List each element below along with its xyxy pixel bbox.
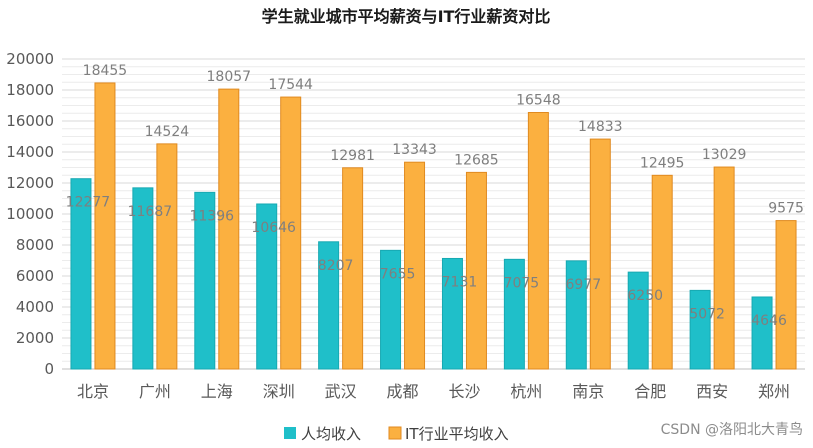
data-label-it-income: 9575 xyxy=(768,201,804,217)
data-label-per-capita-income: 6250 xyxy=(627,288,663,304)
legend-label-per-capita-income: 人均收入 xyxy=(301,425,361,443)
data-label-per-capita-income: 4646 xyxy=(751,313,787,329)
chart-title: 学生就业城市平均薪资与IT行业薪资对比 xyxy=(262,7,551,26)
data-label-per-capita-income: 7075 xyxy=(504,275,540,291)
legend: 人均收入 IT行业平均收入 xyxy=(284,425,509,443)
bar-it-income xyxy=(342,167,364,370)
data-label-it-income: 12981 xyxy=(330,148,375,164)
bar-per-capita-income xyxy=(627,271,649,370)
y-tick-label: 2000 xyxy=(16,329,54,347)
data-label-it-income: 17544 xyxy=(268,77,313,93)
x-category-label: 西安 xyxy=(696,382,728,401)
y-tick-label: 14000 xyxy=(6,143,54,161)
x-category-label: 合肥 xyxy=(634,382,666,401)
data-label-per-capita-income: 11396 xyxy=(190,208,235,224)
x-axis-categories: 北京 广州 上海 深圳 武汉 成都 长沙 杭州 南京 合肥 西安 郑州 xyxy=(77,382,790,401)
legend-swatch-it-income xyxy=(388,426,402,440)
x-category-label: 武汉 xyxy=(325,382,357,401)
data-label-per-capita-income: 7655 xyxy=(380,266,416,282)
data-label-it-income: 12495 xyxy=(640,155,685,171)
data-labels: 12277 18455 11687 14524 11396 18057 10646 17544… xyxy=(66,63,804,329)
bar-it-income xyxy=(713,166,735,370)
bar-per-capita-income xyxy=(689,289,711,370)
x-category-label: 上海 xyxy=(201,382,233,401)
x-category-label: 北京 xyxy=(77,382,109,401)
bars xyxy=(70,82,797,370)
bar-it-income xyxy=(465,171,487,370)
bar-it-income xyxy=(404,161,426,370)
bar-it-income xyxy=(94,82,116,370)
data-label-per-capita-income: 5072 xyxy=(689,306,725,322)
legend-swatch-per-capita-income xyxy=(284,427,296,439)
y-tick-label: 4000 xyxy=(16,298,54,316)
bar-per-capita-income xyxy=(132,187,154,370)
bar-it-income xyxy=(280,96,302,370)
y-tick-label: 8000 xyxy=(16,236,54,254)
gridlines xyxy=(62,58,805,370)
y-tick-label: 0 xyxy=(44,360,54,378)
bar-it-income xyxy=(527,112,549,370)
y-tick-label: 16000 xyxy=(6,112,54,130)
bar-per-capita-income xyxy=(318,241,340,370)
data-label-it-income: 14524 xyxy=(145,124,190,140)
legend-label-it-income: IT行业平均收入 xyxy=(405,425,509,443)
bar-it-income xyxy=(775,220,797,370)
bar-per-capita-income xyxy=(503,258,525,370)
y-tick-label: 20000 xyxy=(6,50,54,68)
data-label-it-income: 16548 xyxy=(516,93,561,109)
data-label-it-income: 18455 xyxy=(83,63,128,79)
x-category-label: 长沙 xyxy=(448,382,480,401)
y-tick-label: 12000 xyxy=(6,174,54,192)
data-label-it-income: 13029 xyxy=(702,147,747,163)
data-label-per-capita-income: 8207 xyxy=(318,258,354,274)
x-category-label: 郑州 xyxy=(758,382,790,401)
x-category-label: 深圳 xyxy=(263,382,295,401)
bar-it-income xyxy=(589,138,611,370)
data-label-it-income: 12685 xyxy=(454,152,499,168)
watermark: CSDN @洛阳北大青鸟 xyxy=(661,422,803,438)
y-tick-label: 10000 xyxy=(6,205,54,223)
data-label-per-capita-income: 11687 xyxy=(128,204,173,220)
x-category-label: 成都 xyxy=(387,382,419,401)
bar-per-capita-income xyxy=(256,203,278,370)
data-label-per-capita-income: 10646 xyxy=(251,220,296,236)
data-label-per-capita-income: 7131 xyxy=(442,274,478,290)
bar-per-capita-income xyxy=(441,257,463,370)
data-label-it-income: 14833 xyxy=(578,119,623,135)
bar-it-income xyxy=(651,174,673,370)
bar-per-capita-income xyxy=(751,296,773,370)
bar-it-income xyxy=(156,143,178,370)
x-category-label: 南京 xyxy=(572,382,604,401)
data-label-per-capita-income: 6977 xyxy=(565,277,601,293)
y-tick-label: 18000 xyxy=(6,81,54,99)
bar-per-capita-income xyxy=(70,178,92,370)
data-label-per-capita-income: 12277 xyxy=(66,195,111,211)
y-axis-ticks: 0 2000 4000 6000 8000 10000 12000 14000 16000 180… xyxy=(6,50,54,378)
x-category-label: 广州 xyxy=(139,382,171,401)
bar-per-capita-income xyxy=(194,191,216,370)
x-category-label: 杭州 xyxy=(510,382,542,401)
bar-per-capita-income xyxy=(380,249,402,370)
y-tick-label: 6000 xyxy=(16,267,54,285)
bar-it-income xyxy=(218,88,240,370)
data-label-it-income: 18057 xyxy=(207,69,252,85)
bar-per-capita-income xyxy=(565,260,587,370)
data-label-it-income: 13343 xyxy=(392,142,437,158)
